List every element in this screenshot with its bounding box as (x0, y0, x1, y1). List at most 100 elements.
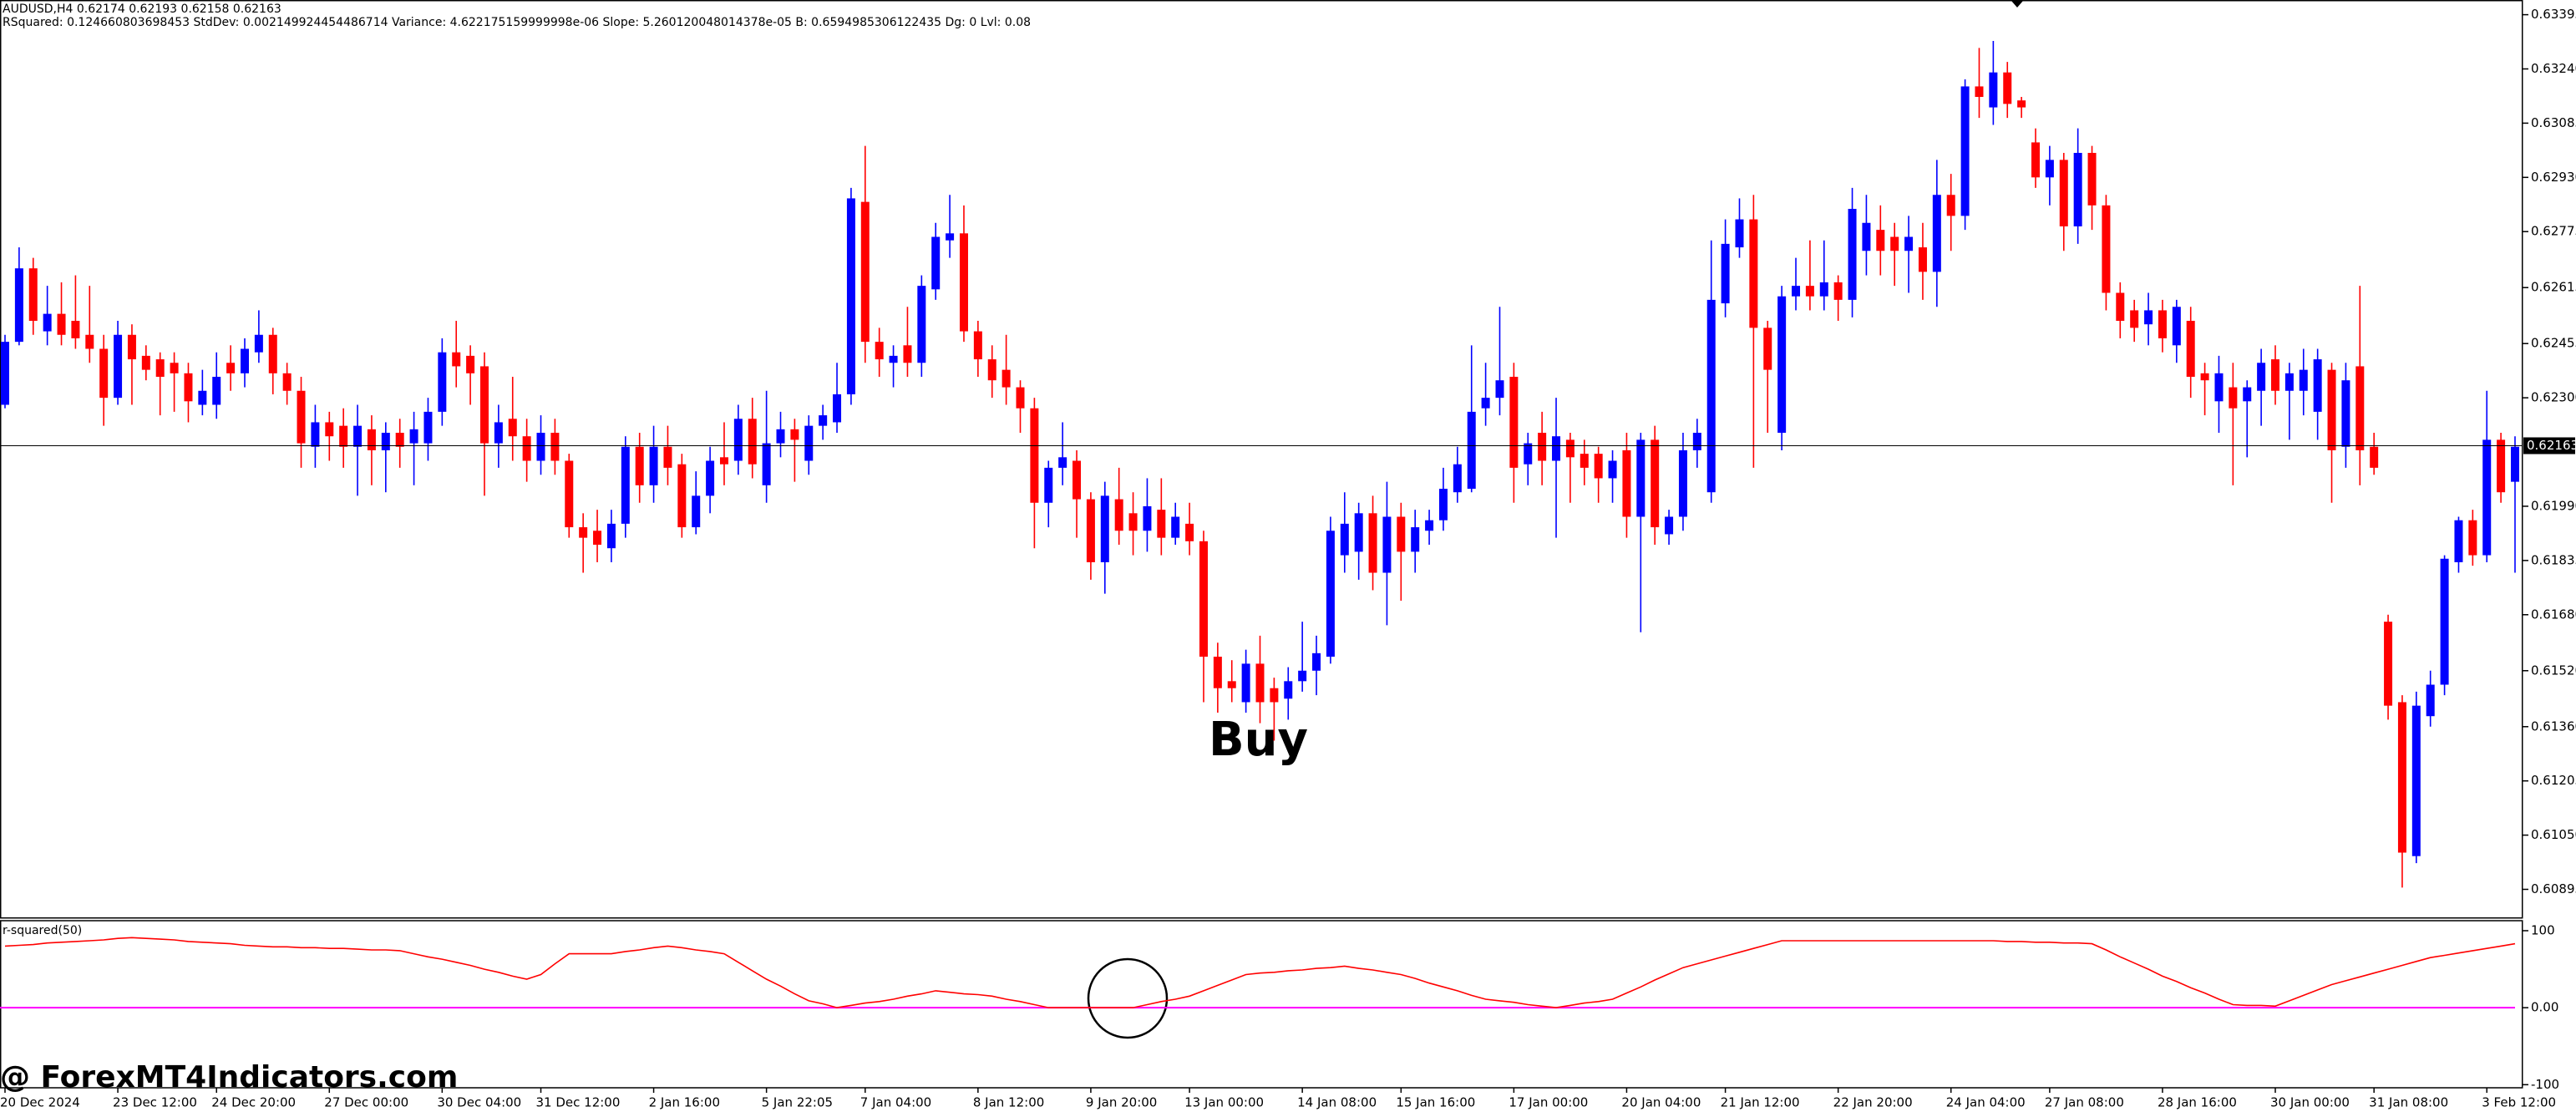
candle-body (1481, 398, 1490, 409)
candle-body (706, 460, 715, 496)
x-tick-label: 31 Dec 12:00 (536, 1095, 621, 1110)
indicator-line (4, 937, 2516, 1008)
candle-body (367, 429, 376, 450)
candle-body (931, 236, 941, 290)
x-tick-label: 30 Dec 04:00 (437, 1095, 521, 1110)
x-tick-label: 20 Jan 04:00 (1621, 1095, 1701, 1110)
candle-body (479, 366, 489, 444)
candle-body (1016, 387, 1025, 409)
candle-body (14, 268, 23, 343)
candle-body (804, 425, 814, 461)
candle-body (339, 425, 348, 447)
candle-body (57, 313, 66, 335)
x-tick-label: 31 Jan 08:00 (2369, 1095, 2448, 1110)
candle-body (733, 419, 743, 461)
candle-body (1608, 460, 1617, 479)
y-tick-label: 0.61835 (2531, 552, 2576, 567)
candle-body (1326, 531, 1335, 658)
candle-body (860, 201, 870, 343)
candle-body (1044, 467, 1053, 503)
candle-body (1143, 505, 1152, 531)
candle-body (719, 457, 728, 465)
x-tick-label: 23 Dec 12:00 (113, 1095, 197, 1110)
candle-body (1918, 247, 1927, 272)
candle-body (536, 433, 545, 461)
candle-body (2102, 205, 2111, 293)
candle-body (1862, 222, 1871, 251)
x-tick-label: 24 Dec 20:00 (211, 1095, 296, 1110)
candle-body (1312, 652, 1321, 671)
candle-body (522, 436, 531, 461)
candle-body (889, 355, 898, 363)
candle-body (155, 359, 165, 378)
candle-body (2284, 373, 2294, 391)
x-tick-label: 2 Jan 16:00 (649, 1095, 720, 1110)
candle-body (1340, 523, 1349, 556)
candle-body (2214, 373, 2224, 402)
candle-body (2257, 363, 2266, 391)
x-tick-label: 22 Jan 20:00 (1833, 1095, 1913, 1110)
x-tick-label: 30 Jan 00:00 (2270, 1095, 2350, 1110)
candle-body (762, 443, 771, 485)
candle-body (1199, 541, 1208, 658)
candle-body (1932, 195, 1941, 272)
candle-body (1241, 663, 1250, 703)
candle-body (212, 377, 221, 405)
candle-body (917, 286, 926, 363)
candle-body (2468, 520, 2477, 556)
candle-body (959, 233, 968, 332)
candle-body (846, 198, 855, 394)
candle-body (1651, 439, 1660, 528)
candle-body (353, 425, 363, 447)
candle-body (1255, 663, 1265, 703)
candle-body (2243, 387, 2252, 402)
candle-body (2397, 702, 2406, 853)
candle-body (297, 390, 306, 444)
y-tick-label: 0.62775 (2531, 224, 2576, 239)
candle-body (71, 321, 80, 338)
candle-body (141, 355, 150, 370)
candle-body (1368, 513, 1377, 573)
watermark: @ ForexMT4Indicators.com (0, 1060, 458, 1094)
candle-body (2384, 622, 2393, 706)
x-tick-label: 8 Jan 12:00 (973, 1095, 1044, 1110)
candle-body (198, 390, 207, 405)
x-tick-label: 28 Jan 16:00 (2158, 1095, 2237, 1110)
candle-body (423, 411, 433, 444)
x-tick-label: 15 Jan 16:00 (1396, 1095, 1475, 1110)
candle-body (2313, 359, 2322, 412)
candle-body (621, 446, 630, 524)
candle-body (1594, 454, 1603, 479)
candle-body (1298, 670, 1307, 682)
candle-body (790, 429, 799, 440)
candle-body (1763, 328, 1772, 370)
candle-body (833, 394, 842, 423)
candle-body (1946, 195, 1955, 216)
candle-body (2130, 310, 2139, 328)
candle-body (1706, 299, 1716, 493)
y-tick-label: 0.61205 (2531, 773, 2576, 788)
indicator-title: r-squared(50) (3, 924, 82, 937)
candle-body (579, 527, 588, 538)
candle-body (2003, 72, 2012, 104)
candle-body (1030, 408, 1039, 503)
candle-body (2087, 153, 2097, 206)
candle-body (240, 348, 249, 373)
y-tick-label: 0.63085 (2531, 115, 2576, 130)
candle-body (1975, 86, 1984, 97)
candle-body (2511, 446, 2519, 482)
candle-body (2017, 100, 2026, 108)
y-tick-label: 0.62455 (2531, 336, 2576, 351)
highlight-circle (1087, 957, 1169, 1039)
y-tick-label: 0.60895 (2531, 881, 2576, 896)
candle-body (1524, 443, 1533, 465)
candle-body (1904, 236, 1914, 251)
candle-body (1565, 439, 1575, 458)
